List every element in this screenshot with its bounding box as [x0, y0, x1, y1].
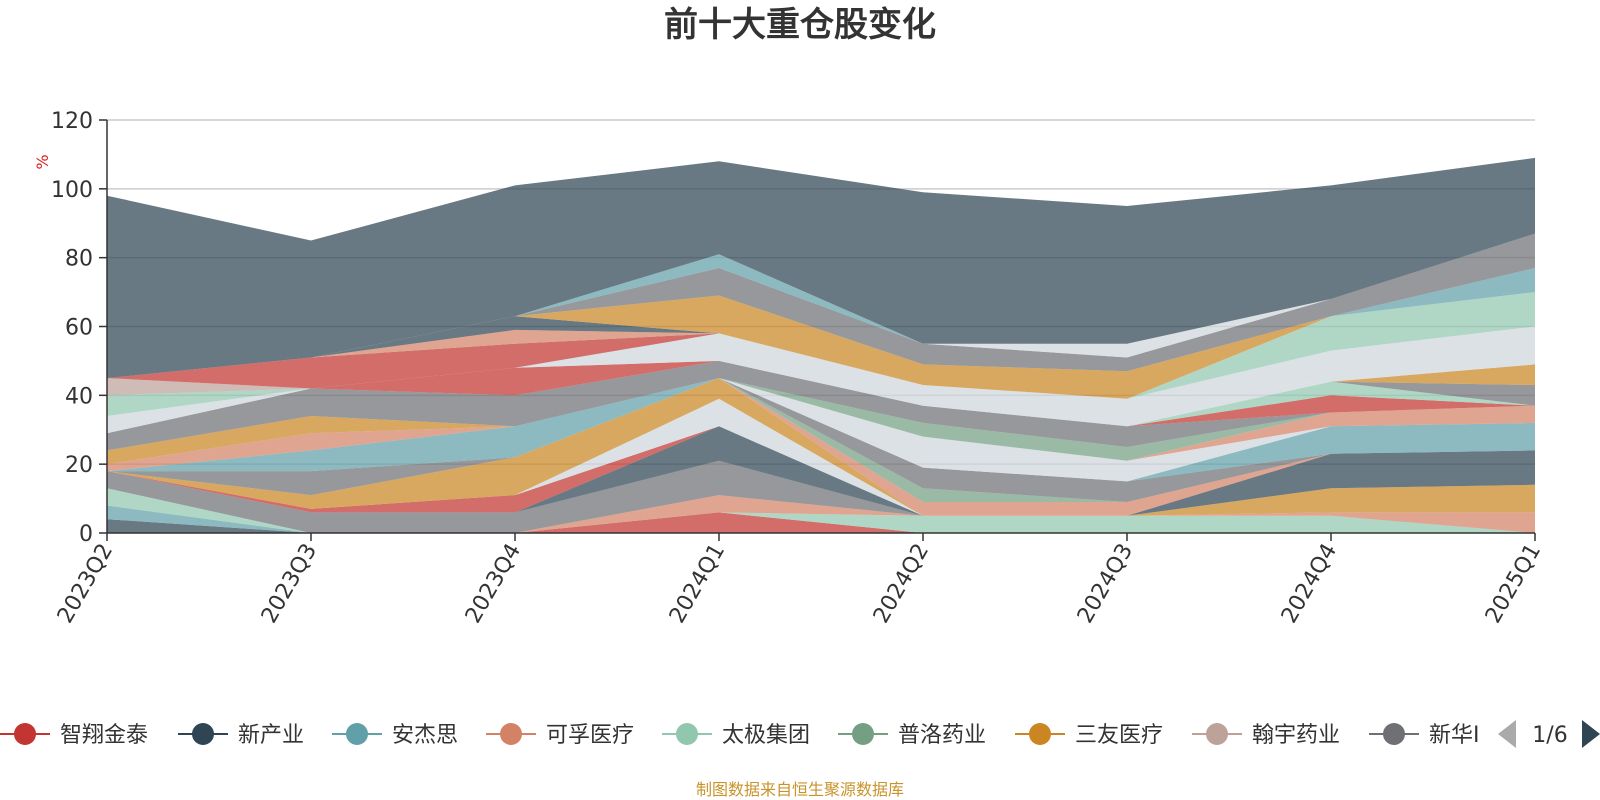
legend-label: 普洛药业	[898, 723, 986, 748]
legend-marker	[1383, 723, 1405, 745]
legend-item[interactable]: 翰宇药业	[1192, 723, 1340, 748]
legend: 智翔金泰 新产业 安杰思 可孚医疗 太极集团 普洛药业 三友医疗 翰宇药业 新华I	[0, 723, 1480, 748]
source-note: 制图数据来自恒生聚源数据库	[696, 780, 904, 799]
area-band	[107, 233, 1535, 379]
area-band	[107, 484, 1535, 533]
x-tick-label: 2024Q3	[1073, 540, 1138, 628]
y-tick-label: 40	[65, 384, 93, 409]
y-tick-label: 80	[65, 247, 93, 272]
legend-marker	[192, 723, 214, 745]
legend-label: 太极集团	[722, 723, 810, 748]
legend-label: 三友医疗	[1075, 723, 1163, 748]
legend-prev-page-icon[interactable]	[1498, 720, 1516, 748]
area-band	[107, 268, 1535, 399]
legend-item[interactable]: 智翔金泰	[0, 723, 148, 748]
area-band	[107, 378, 1535, 482]
x-tick-label: 2023Q2	[53, 540, 118, 628]
legend-item[interactable]: 太极集团	[662, 723, 810, 748]
legend-label: 可孚医疗	[546, 723, 634, 748]
x-tick-label: 2024Q2	[869, 540, 934, 628]
y-axis-unit-label: %	[33, 154, 52, 169]
y-tick-label: 0	[79, 522, 93, 547]
y-tick-label: 20	[65, 453, 93, 478]
area-band	[107, 512, 1535, 533]
legend-marker	[346, 723, 368, 745]
y-tick-label: 120	[51, 109, 93, 134]
legend-marker	[500, 723, 522, 745]
area-band	[107, 378, 1535, 502]
area-series	[107, 157, 1535, 533]
legend-marker	[1206, 723, 1228, 745]
area-band	[107, 292, 1535, 416]
chart-title: 前十大重仓股变化	[664, 5, 936, 45]
area-band	[107, 268, 1535, 399]
legend-label: 新华I	[1429, 723, 1480, 748]
legend-label: 新产业	[238, 723, 304, 748]
legend-page-indicator: 1/6	[1532, 723, 1567, 748]
legend-marker	[852, 723, 874, 745]
area-band	[107, 378, 1535, 465]
x-tick-label: 2023Q4	[461, 540, 526, 628]
legend-marker	[14, 723, 36, 745]
legend-label: 安杰思	[392, 723, 458, 748]
legend-next-page-icon[interactable]	[1582, 720, 1600, 748]
area-band	[107, 360, 1535, 434]
legend-marker	[676, 723, 698, 745]
area-band	[107, 378, 1535, 516]
y-tick-label: 100	[51, 178, 93, 203]
area-band	[107, 378, 1535, 465]
area-band	[107, 488, 1535, 533]
area-band	[107, 360, 1535, 434]
legend-item[interactable]: 新华I	[1369, 723, 1480, 748]
y-tick-label: 60	[65, 316, 93, 341]
area-band	[107, 157, 1535, 379]
legend-label: 翰宇药业	[1252, 723, 1340, 748]
legend-item[interactable]: 新产业	[178, 723, 304, 748]
legend-item[interactable]: 三友医疗	[1015, 723, 1163, 748]
area-band	[107, 268, 1535, 399]
x-tick-label: 2024Q4	[1277, 540, 1342, 628]
x-tick-label: 2023Q3	[257, 540, 322, 628]
area-band	[107, 233, 1535, 379]
legend-marker	[1029, 723, 1051, 745]
area-band	[107, 360, 1535, 451]
legend-item[interactable]: 可孚医疗	[486, 723, 634, 748]
legend-item[interactable]: 普洛药业	[838, 723, 986, 748]
area-band	[107, 460, 1535, 533]
x-tick-label: 2025Q1	[1481, 540, 1546, 628]
legend-pager: 1/6	[1498, 720, 1600, 748]
area-band	[107, 326, 1535, 416]
area-band	[107, 488, 1535, 533]
legend-item[interactable]: 安杰思	[332, 723, 458, 748]
legend-label: 智翔金泰	[60, 723, 148, 748]
area-band	[107, 378, 1535, 482]
x-tick-label: 2024Q1	[665, 540, 730, 628]
area-band	[107, 333, 1535, 434]
